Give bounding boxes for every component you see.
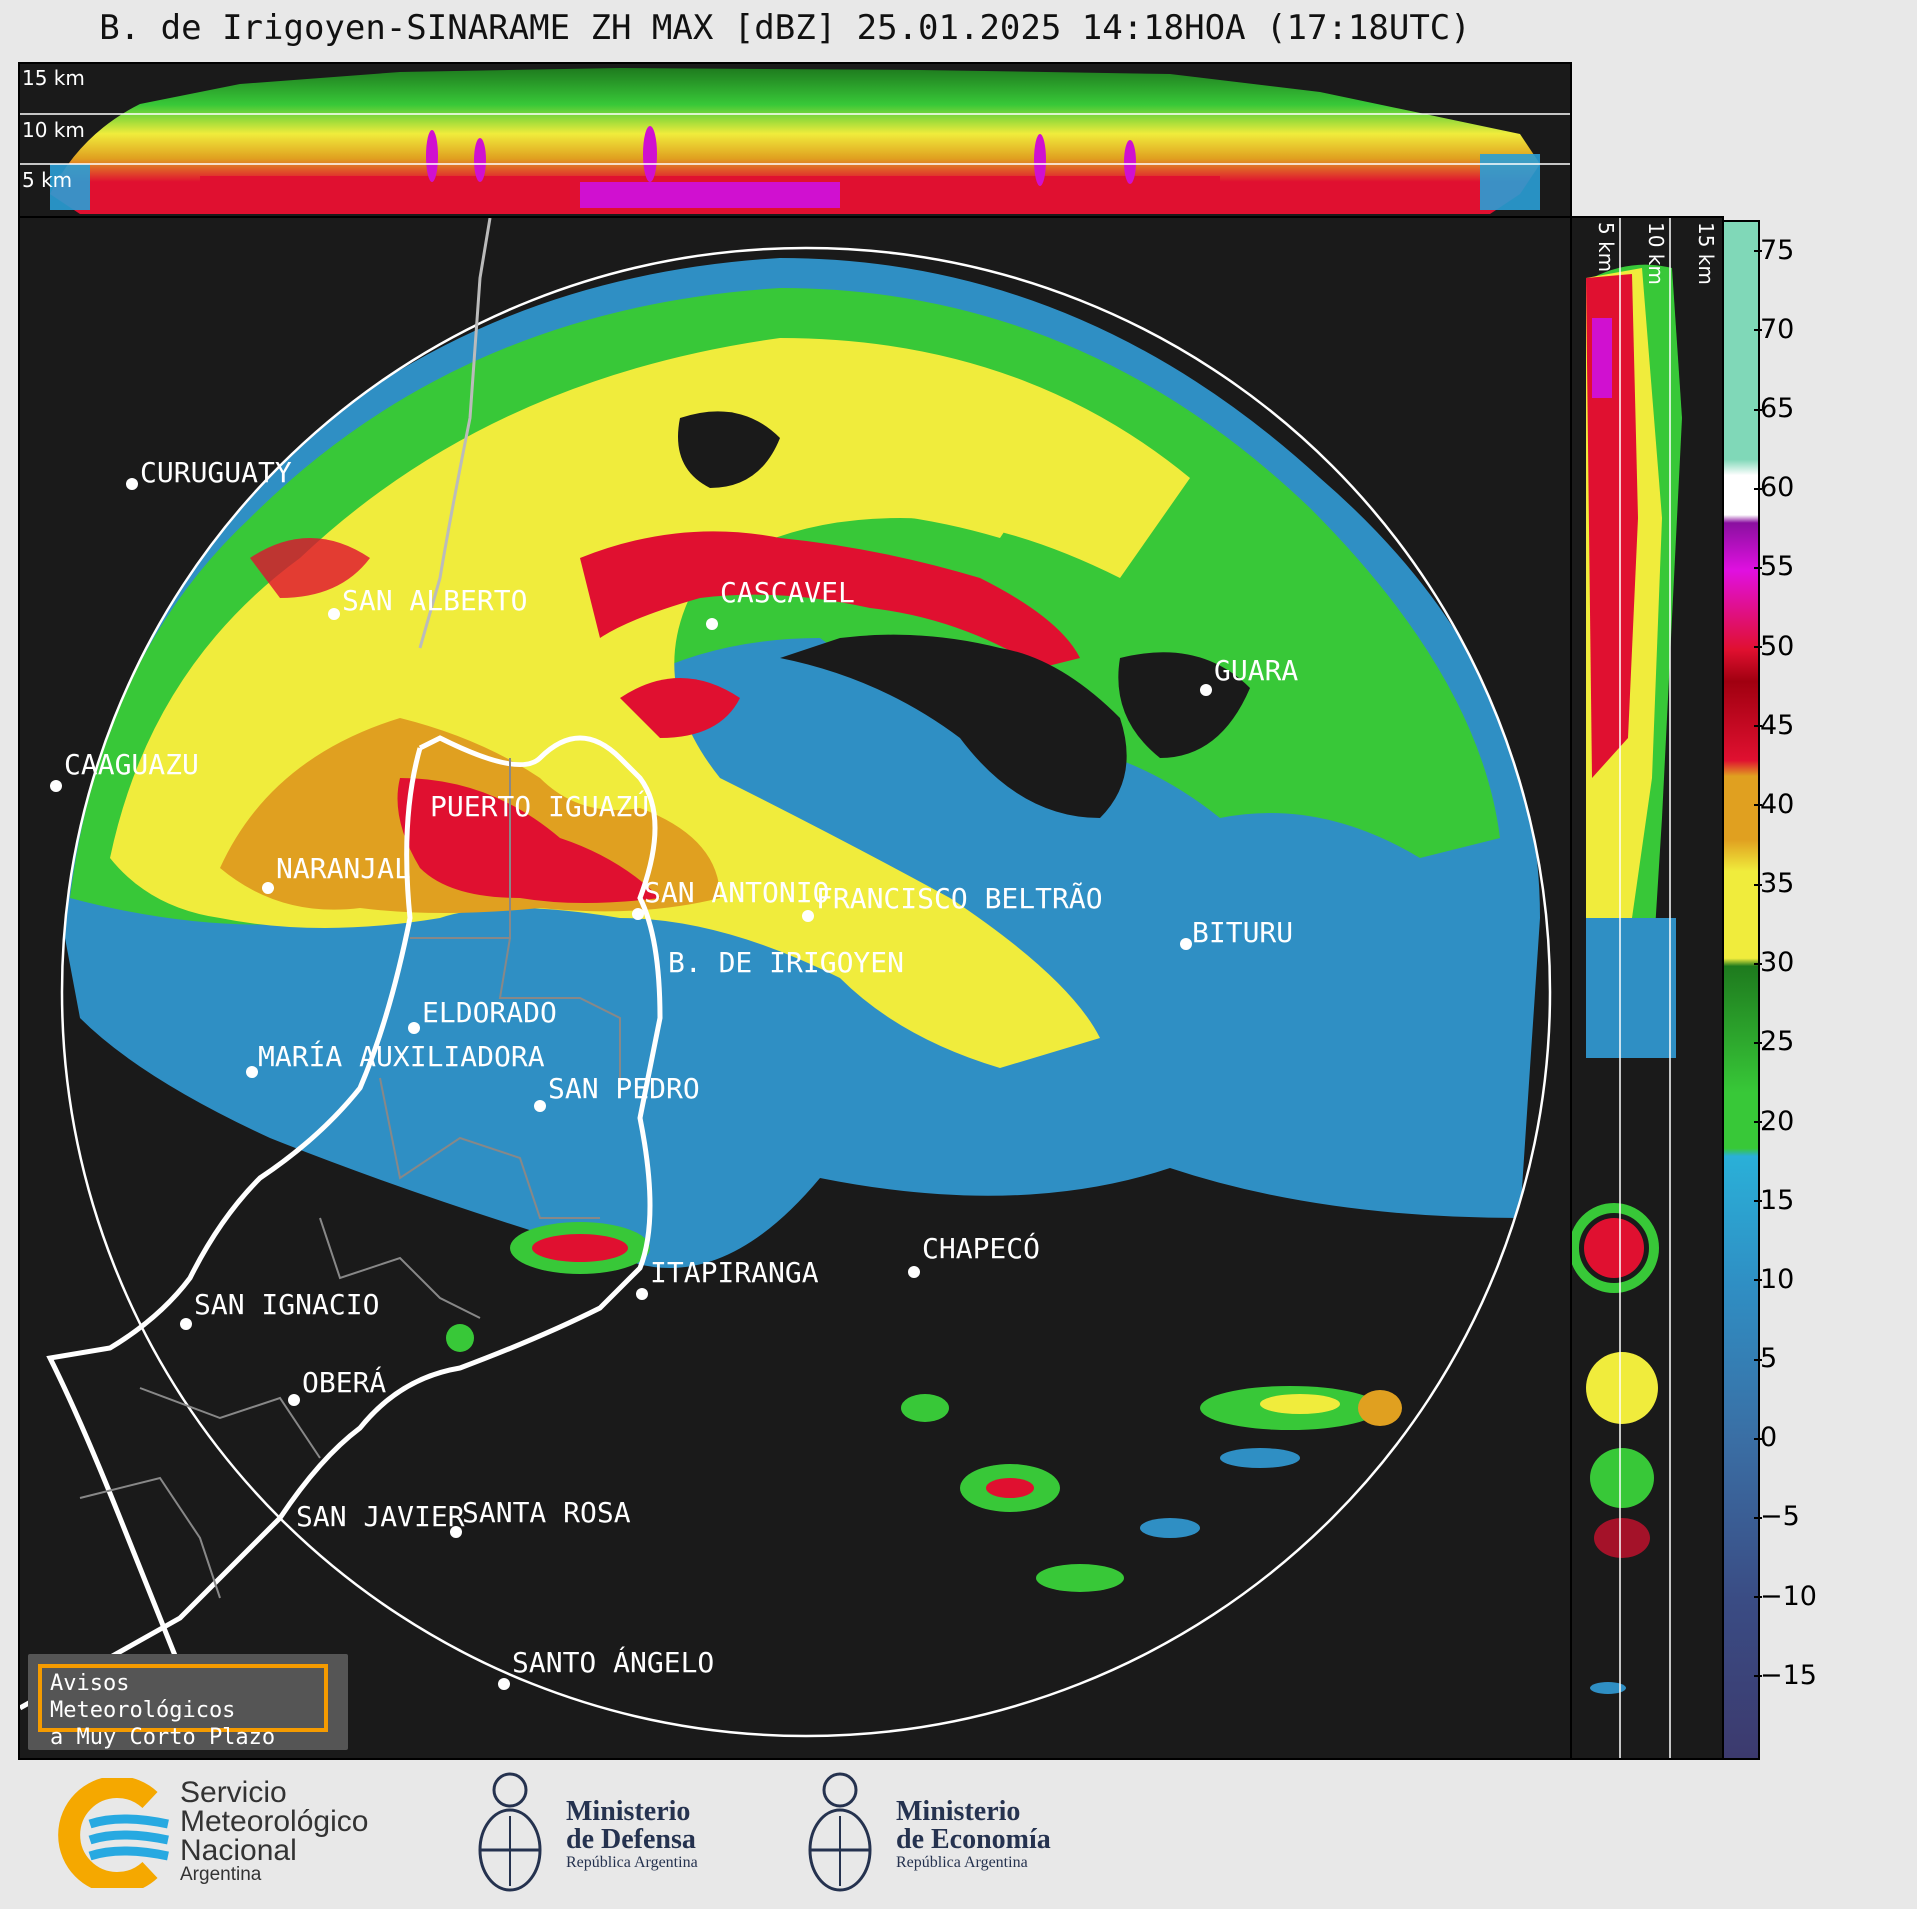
colorbar-tick-label: −15 (1754, 1659, 1817, 1691)
right-height-label-15km: 15 km (1694, 222, 1718, 285)
top-cross-section-echo (20, 68, 1570, 214)
city-dot (534, 1100, 546, 1112)
city-dot (802, 910, 814, 922)
defensa-logo-text: Ministerio de Defensa República Argentin… (566, 1798, 698, 1872)
city-dot (262, 882, 274, 894)
colorbar-tick-label: 70 (1753, 313, 1795, 345)
city-dot (1200, 684, 1212, 696)
dbz-colorbar (1722, 220, 1760, 1760)
top-height-label-10km: 10 km (22, 118, 85, 142)
city-label-san-pedro: SAN PEDRO (548, 1072, 700, 1105)
city-dot (706, 618, 718, 630)
city-label-san-javier: SAN JAVIER (296, 1500, 465, 1533)
economia-logo-text: Ministerio de Economía República Argenti… (896, 1798, 1051, 1872)
city-label-b-de-irigoyen: B. DE IRIGOYEN (668, 946, 905, 979)
colorbar-tick-label: 60 (1753, 472, 1795, 504)
right-height-label-10km: 10 km (1644, 222, 1668, 285)
right-cross-section-panel: 5 km 10 km 15 km (1570, 216, 1724, 1760)
city-label-santo-angelo: SANTO ÁNGELO (512, 1646, 715, 1679)
colorbar-tick-label: −10 (1754, 1580, 1817, 1612)
city-dot (498, 1678, 510, 1690)
smn-line-4: Argentina (180, 1864, 262, 1885)
colorbar-tick-label: 15 (1753, 1184, 1795, 1216)
colorbar-tick-label: 45 (1753, 709, 1795, 741)
city-dot (50, 780, 62, 792)
smn-line-2: Meteorológico (180, 1805, 369, 1838)
footer-logos: Servicio Meteorológico Nacional Argentin… (0, 1760, 1917, 1909)
city-dot (328, 608, 340, 620)
colorbar-tick-label: 75 (1753, 234, 1795, 266)
city-label-guara: GUARA (1214, 654, 1299, 687)
radar-map-panel: CURUGUATY SAN ALBERTO CASCAVEL CAAGUAZU … (18, 216, 1572, 1760)
smn-line-1: Servicio (180, 1776, 287, 1809)
top-height-label-5km: 5 km (22, 168, 73, 192)
city-label-san-alberto: SAN ALBERTO (342, 584, 528, 617)
city-dot (632, 908, 644, 920)
smn-logo-icon (58, 1778, 169, 1888)
colorbar-tick-label: 50 (1753, 630, 1795, 662)
colorbar-tick-label: 0 (1753, 1422, 1778, 1454)
right-cross-section-echo (1572, 218, 1682, 1758)
colorbar-tick-label: 40 (1753, 788, 1795, 820)
defensa-line-3: República Argentina (566, 1854, 698, 1871)
city-label-naranjal: NARANJAL (276, 852, 411, 885)
smn-logo-text: Servicio Meteorológico Nacional Argentin… (180, 1778, 368, 1885)
city-label-caaguazu: CAAGUAZU (64, 748, 199, 781)
city-dot (450, 1526, 462, 1538)
city-label-cascavel: CASCAVEL (720, 576, 855, 609)
city-dot (126, 478, 138, 490)
city-label-san-ignacio: SAN IGNACIO (194, 1288, 380, 1321)
city-dot (246, 1066, 258, 1078)
city-label-francisco-beltrao: FRANCISCO BELTRÃO (816, 882, 1103, 915)
city-label-puerto-iguazu: PUERTO IGUAZÚ (430, 790, 650, 823)
colorbar-tick-label: 20 (1753, 1105, 1795, 1137)
city-dot (408, 1022, 420, 1034)
map-title: B. de Irigoyen-SINARAME ZH MAX [dBZ] 25.… (99, 8, 1471, 48)
warning-box-frame: Avisos Meteorológicos a Muy Corto Plazo (38, 1664, 328, 1750)
smn-line-3: Nacional (180, 1834, 297, 1867)
top-height-label-15km: 15 km (22, 66, 85, 90)
colorbar-tick-label: 5 (1753, 1343, 1778, 1375)
economia-line-1: Ministerio (896, 1796, 1021, 1827)
city-label-bituru: BITURU (1192, 916, 1294, 949)
city-label-maria-auxiliadora: MARÍA AUXILIADORA (258, 1040, 545, 1073)
economia-line-2: de Economía (896, 1824, 1051, 1855)
city-dot (636, 1288, 648, 1300)
city-dot (908, 1266, 920, 1278)
defensa-line-2: de Defensa (566, 1824, 696, 1855)
colorbar-tick-label: −5 (1754, 1501, 1800, 1533)
city-label-itapiranga: ITAPIRANGA (650, 1256, 819, 1289)
top-cross-section-panel: 15 km 10 km 5 km (18, 62, 1572, 218)
city-dot (1180, 938, 1192, 950)
city-label-eldorado: ELDORADO (422, 996, 557, 1029)
city-label-chapeco: CHAPECÓ (922, 1232, 1041, 1265)
city-label-santa-rosa: SANTA ROSA (462, 1496, 631, 1529)
city-label-obera: OBERÁ (302, 1366, 387, 1399)
warning-box[interactable]: Avisos Meteorológicos a Muy Corto Plazo (28, 1654, 348, 1750)
city-label-curuguaty: CURUGUATY (140, 456, 292, 489)
radar-echo-map (20, 218, 1552, 1738)
colorbar-tick-label: 65 (1753, 393, 1795, 425)
city-dot (180, 1318, 192, 1330)
warning-line-1: Avisos Meteorológicos (50, 1671, 236, 1723)
city-label-san-antonio: SAN ANTONIO (644, 876, 830, 909)
colorbar-tick-label: 35 (1753, 868, 1795, 900)
colorbar-tick-label: 10 (1753, 1263, 1795, 1295)
warning-line-2: a Muy Corto Plazo (50, 1725, 276, 1750)
colorbar-tick-label: 55 (1753, 551, 1795, 583)
colorbar-tick-label: 25 (1753, 1026, 1795, 1058)
coat-of-arms-icon (808, 1772, 872, 1892)
defensa-line-1: Ministerio (566, 1796, 691, 1827)
economia-line-3: República Argentina (896, 1854, 1028, 1871)
right-height-label-5km: 5 km (1594, 222, 1618, 273)
colorbar-tick-label: 30 (1753, 947, 1795, 979)
city-dot (288, 1394, 300, 1406)
coat-of-arms-icon (478, 1772, 542, 1892)
